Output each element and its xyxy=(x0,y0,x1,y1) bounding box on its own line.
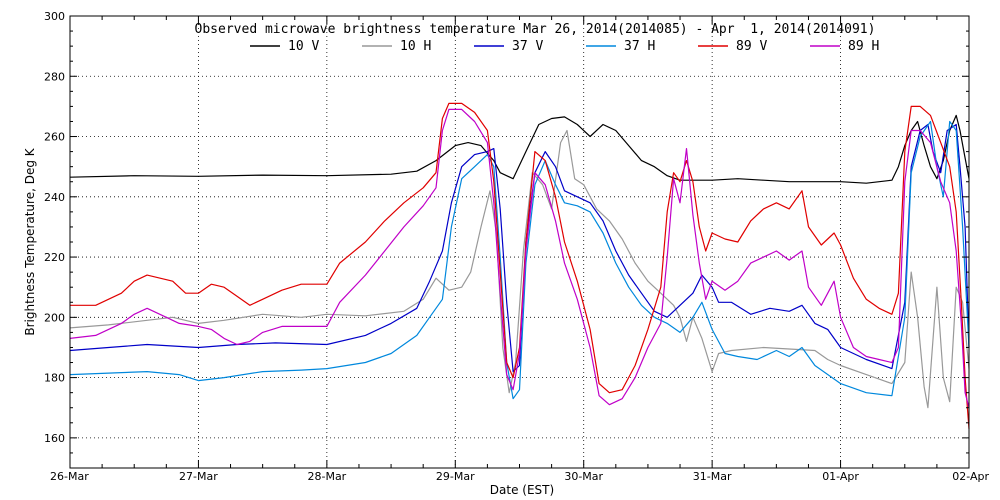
x-tick-label: 31-Mar xyxy=(693,470,732,483)
x-tick-label: 29-Mar xyxy=(436,470,475,483)
x-tick-label: 26-Mar xyxy=(50,470,89,483)
legend-label-89h: 89 H xyxy=(848,39,879,54)
series-lines xyxy=(69,102,970,429)
series-line-89h xyxy=(69,108,970,408)
y-axis-title: Brightness Temperature, Deg K xyxy=(23,147,37,335)
y-tick-label: 220 xyxy=(44,251,65,264)
x-tick-label: 28-Mar xyxy=(307,470,346,483)
legend-label-37v: 37 V xyxy=(512,39,543,54)
grid xyxy=(70,16,969,468)
chart-title: Observed microwave brightness temperatur… xyxy=(195,22,876,37)
y-tick-label: 260 xyxy=(44,131,65,144)
y-tick-label: 240 xyxy=(44,191,65,204)
x-tick-label: 01-Apr xyxy=(822,470,859,483)
x-tick-label: 02-Apr xyxy=(952,470,989,483)
x-tick-label: 27-Mar xyxy=(179,470,218,483)
x-tick-label: 30-Mar xyxy=(564,470,603,483)
y-tick-label: 280 xyxy=(44,70,65,83)
series-line-89v xyxy=(70,102,970,429)
y-tick-label: 160 xyxy=(44,432,65,445)
legend-label-10h: 10 H xyxy=(400,39,431,54)
legend: 10 V 10 H 37 V 37 H 89 V 89 H xyxy=(250,39,879,54)
y-tick-label: 180 xyxy=(44,372,65,385)
series-line-10v xyxy=(69,114,970,184)
y-tick-label: 200 xyxy=(44,311,65,324)
axis-ticks: 160 180 200 220 240 260 280 300 26-Mar 27-Mar 28-M… xyxy=(44,10,989,483)
series-line-10h xyxy=(69,129,970,409)
legend-label-10v: 10 V xyxy=(288,39,319,54)
y-tick-label: 300 xyxy=(44,10,65,23)
legend-label-89v: 89 V xyxy=(736,39,767,54)
x-axis-title: Date (EST) xyxy=(490,483,554,497)
series-line-37h xyxy=(69,120,970,400)
legend-label-37h: 37 H xyxy=(624,39,655,54)
